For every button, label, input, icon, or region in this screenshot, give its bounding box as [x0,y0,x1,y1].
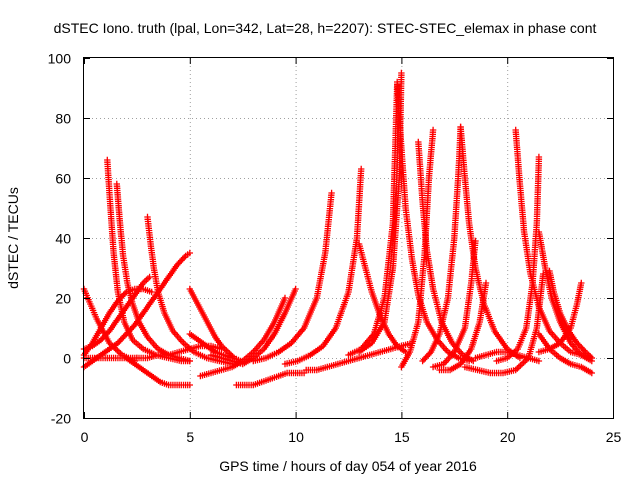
series-6 [144,213,236,368]
series-15-points [303,339,416,374]
x-tick-label: 20 [500,429,516,445]
x-tick-label: 0 [81,429,89,445]
y-tick-label: 100 [48,51,72,67]
series-23-points [457,123,524,362]
series-33 [472,348,543,365]
series-13-points [250,189,335,365]
y-tick-label: 20 [55,291,71,307]
series-22-points [419,123,464,365]
chart-title: dSTEC Iono. truth (lpal, Lon=342, Lat=28… [54,20,597,36]
y-tick-label: 0 [63,351,71,367]
series-15 [303,339,416,374]
plot-frame [83,57,614,419]
x-axis-label: GPS time / hours of day 054 of year 2016 [219,458,477,474]
y-tick-label: -20 [51,411,71,427]
series-28-points [493,153,543,365]
series-27 [512,126,595,362]
series-22 [419,123,464,365]
series-23 [457,123,524,362]
series-28 [493,153,543,365]
series-19-points [394,78,473,365]
series-13 [250,189,335,365]
x-tick-label: 15 [394,429,410,445]
series-30 [546,267,595,362]
series-12 [233,369,308,389]
series-32 [535,330,595,377]
series-11 [207,285,299,368]
series-33-points [472,348,543,365]
series-17-points [345,81,401,359]
y-tick-labels: -20 0 20 40 60 80 100 [48,51,72,427]
series-32-points [535,330,595,377]
series-11-points [207,285,299,368]
data-points [80,69,595,389]
y-tick-label: 80 [55,111,71,127]
series-30-points [546,267,595,362]
axis-ticks [84,58,614,419]
x-tick-label: 10 [288,429,304,445]
x-tick-labels: 0 5 10 15 20 25 [81,429,622,445]
series-25 [436,279,490,374]
series-29-points [535,228,595,365]
series-29 [535,228,595,365]
x-tick-label: 25 [606,429,622,445]
series-27-points [512,126,595,362]
series-17 [345,81,401,359]
y-tick-label: 60 [55,171,71,187]
series-6-points [144,213,236,368]
series-25-points [436,279,490,374]
y-tick-label: 40 [55,231,71,247]
series-24-points [429,237,479,371]
y-axis-label: dSTEC / TECUs [5,187,21,289]
series-19 [394,78,473,365]
series-12-points [233,369,308,389]
x-tick-label: 5 [186,429,194,445]
series-24 [429,237,479,371]
